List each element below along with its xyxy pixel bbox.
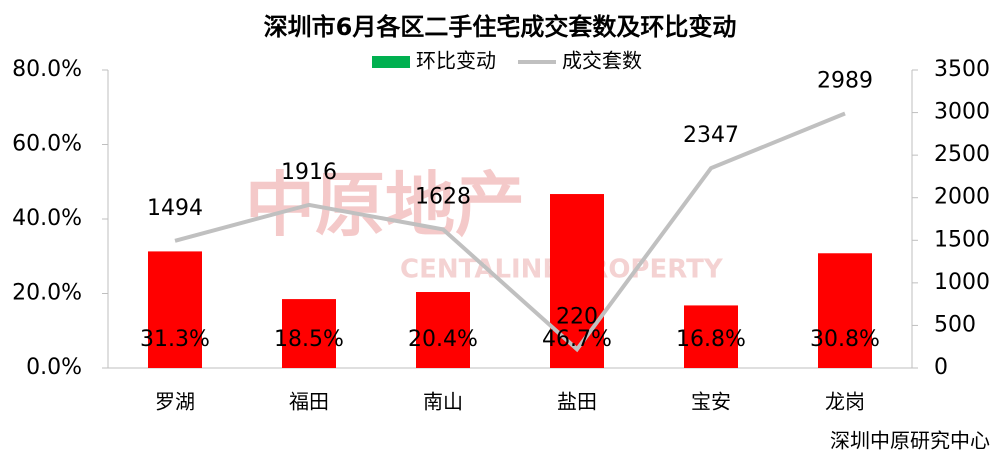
data-label: 1916 [281,160,337,185]
y-tick-label: 0.0% [26,355,82,380]
data-label: 2347 [683,123,739,148]
y2-tick-label: 2000 [934,185,990,210]
data-label: 20.4% [408,327,478,352]
y-tick-label: 40.0% [12,206,82,231]
x-tick-label: 宝安 [691,390,731,414]
data-label: 2989 [817,69,873,94]
legend-swatch [372,56,410,68]
y2-tick-label: 500 [934,312,976,337]
chart-title: 深圳市6月各区二手住宅成交套数及环比变动 [264,13,737,41]
y-tick-label: 20.0% [12,281,82,306]
y2-tick-label: 3000 [934,100,990,125]
bar [148,251,202,368]
bar [282,299,336,368]
y2-tick-label: 1000 [934,270,990,295]
data-label: 30.8% [810,327,880,352]
y2-tick-label: 0 [934,355,948,380]
line [174,111,846,353]
y-tick-label: 80.0% [12,57,82,82]
y2-tick-label: 1500 [934,227,990,252]
data-label: 1628 [415,184,471,209]
data-label: 16.8% [676,327,746,352]
data-label: 31.3% [140,327,210,352]
watermark: 中原地产 [245,164,525,246]
y2-tick-label: 3500 [934,57,990,82]
y-tick-label: 60.0% [12,132,82,157]
data-label: 1494 [147,196,203,221]
data-label: 46.7% [542,327,612,352]
legend-label: 成交套数 [562,49,642,73]
y2-tick-label: 2500 [934,142,990,167]
x-tick-label: 南山 [423,390,463,414]
bar [818,253,872,368]
bar [416,292,470,368]
x-tick-label: 盐田 [557,390,597,414]
legend-label: 环比变动 [416,49,496,73]
source: 深圳中原研究中心 [830,429,990,453]
x-tick-label: 福田 [289,390,329,414]
x-tick-label: 龙岗 [825,390,865,414]
bar [550,194,604,368]
x-tick-label: 罗湖 [155,390,195,414]
data-label: 220 [556,304,598,329]
data-label: 18.5% [274,327,344,352]
bar [684,305,738,368]
